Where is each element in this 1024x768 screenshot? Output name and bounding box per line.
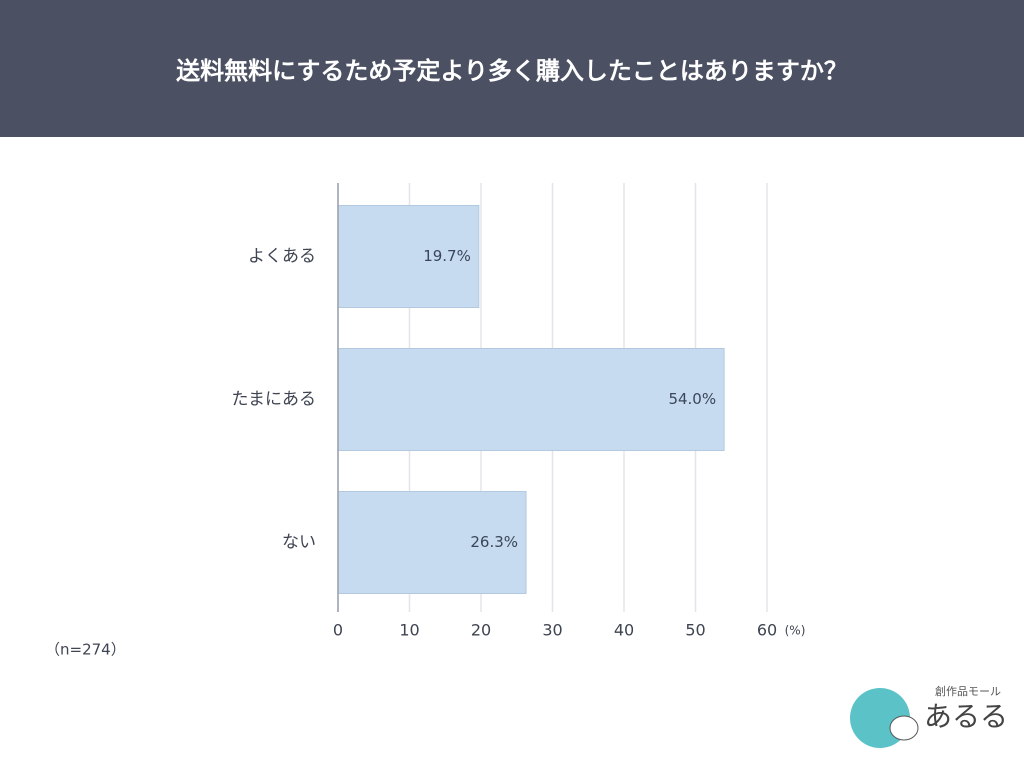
chart-title: 送料無料にするため予定より多く購入したことはありますか？ bbox=[176, 57, 848, 85]
y-tick-label: よくある bbox=[248, 247, 316, 267]
bar bbox=[337, 348, 725, 451]
sample-note: （n=274） bbox=[45, 641, 126, 659]
x-tick-label: 50 bbox=[685, 621, 705, 640]
x-axis-unit: (%) bbox=[785, 624, 806, 638]
header-band bbox=[0, 0, 1024, 137]
x-tick-label: 10 bbox=[399, 621, 419, 640]
logo-name: あるる bbox=[924, 700, 1008, 733]
bar bbox=[337, 491, 527, 594]
value-label: 26.3% bbox=[470, 533, 518, 551]
y-tick-label: たまにある bbox=[232, 390, 317, 410]
x-tick-label: 0 bbox=[333, 621, 343, 640]
x-tick-label: 20 bbox=[471, 621, 491, 640]
value-label: 54.0% bbox=[668, 390, 716, 408]
bar bbox=[337, 205, 480, 308]
value-label: 19.7% bbox=[423, 247, 471, 265]
x-tick-label: 40 bbox=[614, 621, 634, 640]
logo-tagline: 創作品モール bbox=[935, 684, 1001, 698]
x-tick-label: 30 bbox=[542, 621, 562, 640]
y-tick-label: ない bbox=[282, 533, 316, 553]
logo-rabbit bbox=[889, 715, 919, 741]
x-tick-label: 60 bbox=[757, 621, 777, 640]
logo: 創作品モール あるる bbox=[850, 684, 1008, 748]
